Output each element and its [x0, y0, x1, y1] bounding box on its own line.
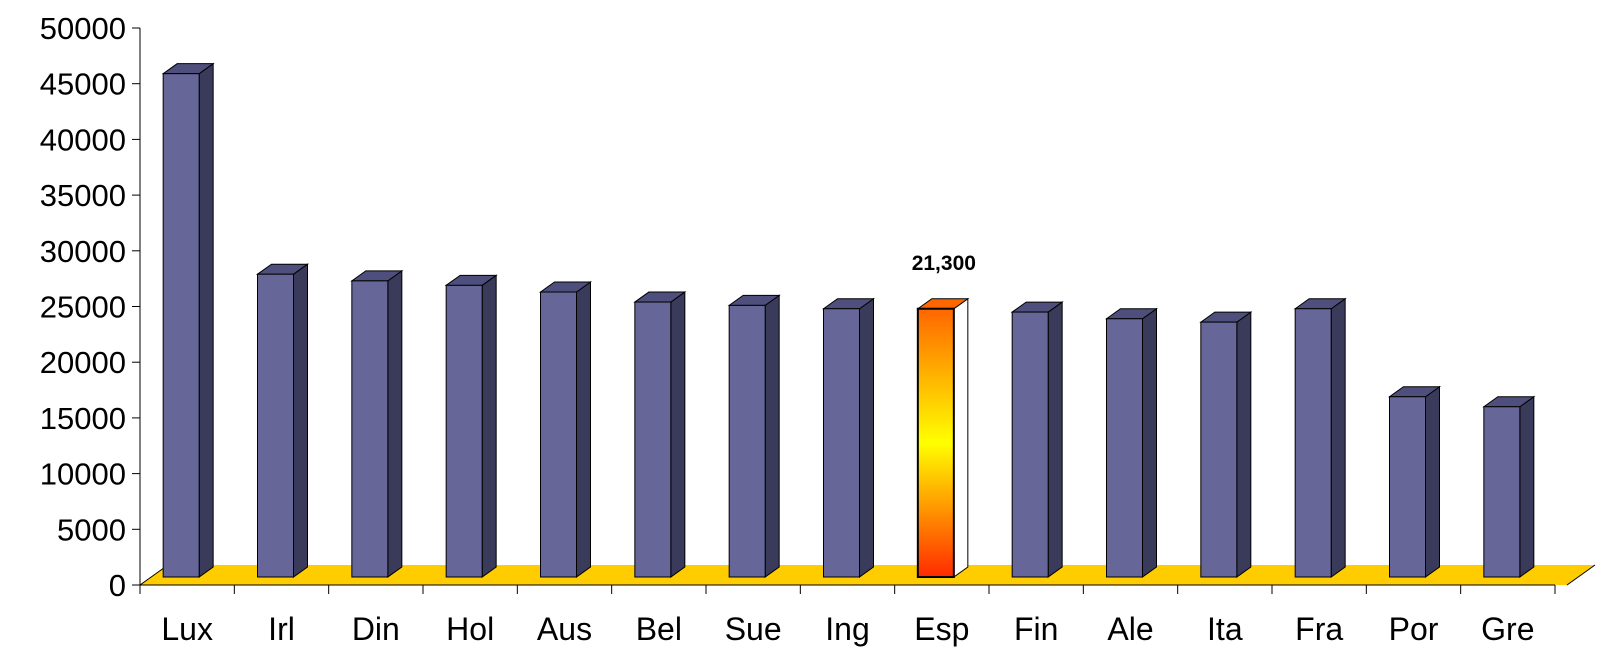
bar-ing	[821, 297, 876, 578]
bar-front	[162, 73, 200, 578]
bar-front	[1483, 406, 1521, 578]
bar-din	[350, 269, 404, 578]
x-tick-label-fra: Fra	[1295, 611, 1343, 647]
bar-esp	[916, 297, 970, 578]
bar-side	[576, 281, 591, 578]
y-tick-label: 10000	[40, 457, 126, 492]
bar-front	[823, 308, 860, 578]
x-tick-label-irl: Irl	[268, 611, 295, 647]
bar-front	[257, 273, 294, 578]
bar-side	[293, 263, 308, 578]
x-tick-label-ita: Ita	[1207, 611, 1243, 647]
x-tick-label-bel: Bel	[636, 611, 682, 647]
bar-gre	[1482, 395, 1536, 578]
x-tick-label-aus: Aus	[537, 611, 592, 647]
bar-front	[1294, 308, 1332, 578]
y-tick-label: 50000	[40, 11, 126, 46]
bar-front	[1011, 311, 1049, 578]
y-tick-label: 30000	[40, 234, 126, 269]
bar-front	[351, 280, 389, 578]
bar-side	[1330, 297, 1346, 578]
data-label-esp: 21,300	[912, 252, 976, 275]
bar-front	[1389, 396, 1426, 578]
y-tick-label: 15000	[40, 401, 126, 436]
bar-side	[1425, 385, 1440, 578]
bar-front	[540, 291, 577, 578]
bar-side	[953, 297, 969, 578]
bar-side	[1142, 307, 1157, 578]
bar-bel	[633, 291, 687, 578]
bar-side	[764, 294, 780, 578]
bar-fra	[1293, 297, 1347, 578]
x-tick-label-lux: Lux	[161, 611, 213, 647]
x-tick-label-sue: Sue	[725, 611, 782, 647]
x-tick-label-esp: Esp	[914, 611, 969, 647]
bar-side	[198, 62, 214, 578]
bar-hol	[444, 274, 498, 578]
bar-aus	[538, 281, 593, 578]
bar-ale	[1104, 307, 1159, 578]
x-tick-label-ing: Ing	[825, 611, 869, 647]
x-tick-label-por: Por	[1389, 611, 1439, 647]
bar-sue	[727, 294, 781, 578]
y-tick-label: 40000	[40, 122, 126, 157]
bar-side	[387, 269, 403, 578]
x-tick-label-hol: Hol	[446, 611, 494, 647]
x-tick-label-din: Din	[352, 611, 400, 647]
y-tick-label: 25000	[40, 290, 126, 325]
bar-irl	[255, 263, 310, 578]
bar-por	[1387, 385, 1442, 578]
y-tick-label: 20000	[40, 345, 126, 380]
bar-fin	[1010, 301, 1064, 578]
x-tick-label-fin: Fin	[1014, 611, 1058, 647]
bar-front	[728, 304, 766, 578]
bar-side	[670, 291, 686, 578]
y-tick-label: 5000	[57, 512, 126, 547]
bar-side	[1236, 311, 1252, 578]
x-tick-label-ale: Ale	[1107, 611, 1153, 647]
bar-side	[481, 274, 497, 578]
y-tick-label: 0	[109, 568, 126, 603]
bar-lux	[161, 62, 215, 578]
bar-side	[1047, 301, 1063, 578]
y-tick-label: 45000	[40, 67, 126, 102]
x-tick-label-gre: Gre	[1481, 611, 1534, 647]
bar-side	[1519, 395, 1535, 578]
bar-front	[634, 301, 672, 578]
bar-front	[1106, 318, 1143, 578]
bar-front	[916, 307, 955, 578]
bar-front	[1200, 321, 1238, 578]
bar-ita	[1199, 311, 1253, 578]
floor-edge-right	[1566, 564, 1596, 586]
bar-side	[859, 297, 874, 578]
bar-front	[445, 284, 483, 578]
y-tick-label: 35000	[40, 178, 126, 213]
